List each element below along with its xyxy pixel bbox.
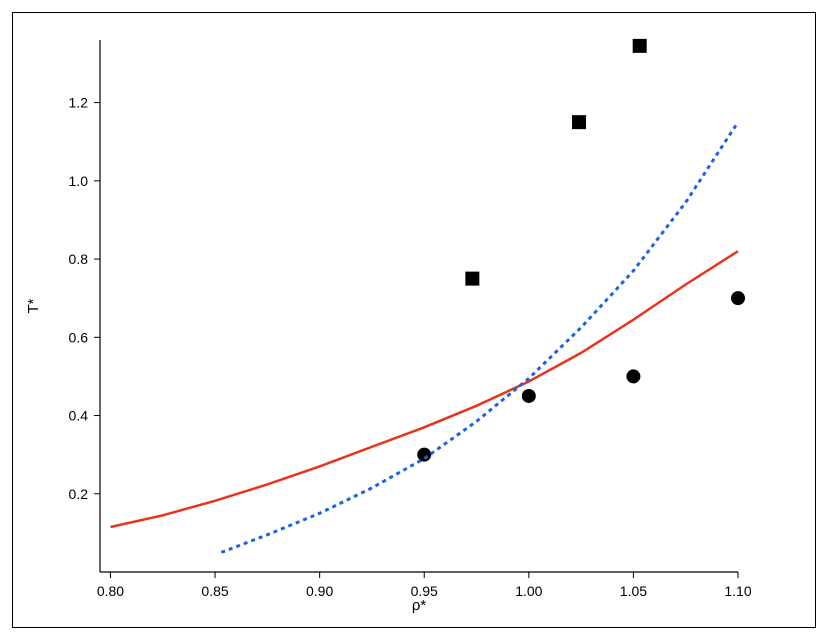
y-axis-title: T* (25, 298, 42, 313)
y-tick-label: 0.8 (69, 251, 89, 267)
y-tick-label: 0.4 (69, 408, 89, 424)
x-tick-label: 1.10 (724, 583, 751, 599)
x-tick-label: 1.00 (515, 583, 542, 599)
circle-marker (417, 447, 432, 462)
chart-frame (12, 12, 816, 628)
y-tick-label: 1.2 (69, 95, 89, 111)
axes (99, 40, 738, 573)
x-tick-label: 0.90 (306, 583, 333, 599)
series-layer (110, 38, 745, 554)
dotted-fit-line (220, 121, 740, 554)
solid-fit-line (110, 250, 739, 529)
square-marker (572, 115, 587, 130)
y-tick-label: 1.0 (69, 173, 89, 189)
y-axis-ticks: 0.2 0.4 0.6 0.8 1.0 1.2 (69, 95, 100, 502)
x-axis-ticks: 0.80 0.85 0.90 0.95 1.00 1.05 1.10 (97, 572, 752, 599)
circle-marker (626, 369, 641, 384)
square-marker (465, 271, 480, 286)
x-tick-label: 1.05 (620, 583, 647, 599)
circle-marker (521, 388, 536, 403)
x-tick-label: 0.95 (411, 583, 438, 599)
y-tick-label: 0.2 (69, 486, 89, 502)
x-axis-title: ρ* (412, 597, 427, 614)
y-tick-label: 0.6 (69, 329, 89, 345)
x-tick-label: 0.85 (201, 583, 228, 599)
x-tick-label: 0.80 (97, 583, 124, 599)
circle-marker (731, 291, 745, 306)
square-marker (632, 38, 647, 53)
